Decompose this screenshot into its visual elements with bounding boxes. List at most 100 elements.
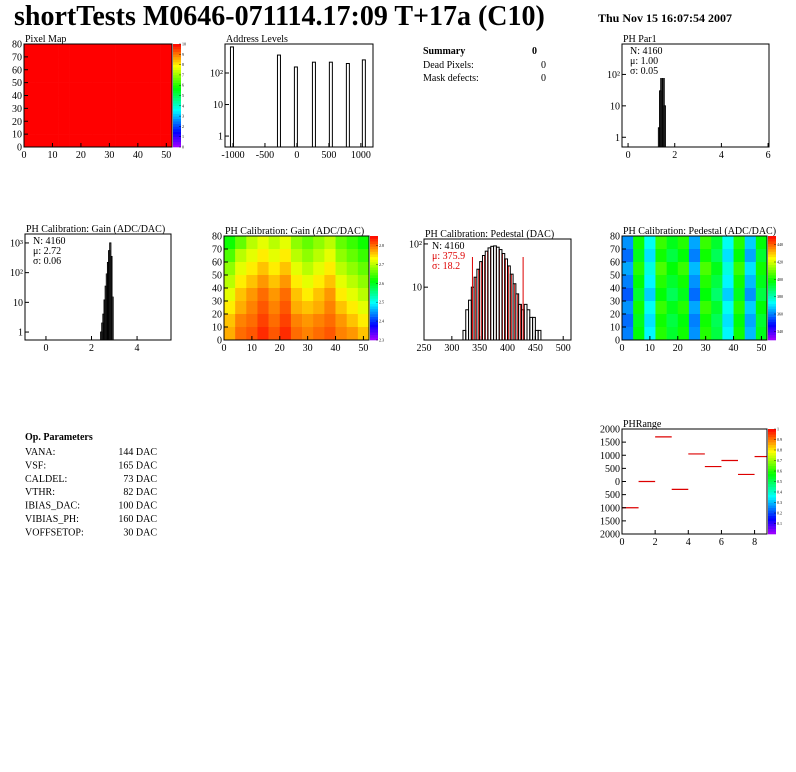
heat-cell <box>279 275 292 289</box>
heat-cell <box>335 262 347 276</box>
heat-cell <box>755 262 768 276</box>
heat-cell <box>357 275 370 289</box>
colorbar-step <box>768 241 776 245</box>
x-tick-label: 8 <box>752 537 757 548</box>
colorbar-step <box>173 103 181 107</box>
op-name: VIBIAS_PH: <box>25 514 79 525</box>
x-tick-label: 50 <box>358 343 368 354</box>
x-tick-label: 2 <box>653 537 658 548</box>
y-tick-label: 10 <box>610 101 620 112</box>
op-value: 165 DAC <box>118 460 157 471</box>
y-tick-label: 20 <box>12 117 22 128</box>
heat-cell <box>711 301 723 315</box>
heat-cell <box>115 69 127 83</box>
heat-cell <box>644 275 656 289</box>
z-tick-label: 2.6 <box>379 281 384 286</box>
x-tick-label: 0 <box>620 537 625 548</box>
z-tick-label: 2.5 <box>379 300 384 305</box>
heat-cell <box>622 249 634 263</box>
heat-cell <box>622 314 634 328</box>
heat-cell <box>235 314 247 328</box>
x-tick-label: 500 <box>321 150 336 161</box>
colorbar-step <box>768 293 776 297</box>
heat-cell <box>324 301 336 315</box>
colorbar-step <box>370 236 378 239</box>
colorbar-step <box>768 262 776 265</box>
heat-cell <box>35 44 48 58</box>
heat-cell <box>324 288 336 302</box>
heat-cell <box>700 249 712 263</box>
heat-cell <box>235 249 247 263</box>
colorbar-step <box>768 246 776 250</box>
heat-cell <box>346 262 359 276</box>
colorbar-step <box>370 314 378 317</box>
heat-cell <box>655 288 667 302</box>
z-tick-label: 420 <box>777 260 783 265</box>
heat-cell <box>92 121 104 135</box>
colorbar-step <box>768 465 776 469</box>
z-tick-label: 0.9 <box>777 437 782 442</box>
heat-cell <box>346 327 359 341</box>
page-title: shortTests M0646-071114.17:09 T+17a (C10… <box>14 1 545 32</box>
colorbar-step <box>370 301 378 304</box>
colorbar-step <box>768 308 776 312</box>
heat-cell <box>290 236 303 250</box>
y-tick-label: 10 <box>212 323 222 334</box>
heat-cell <box>160 82 173 96</box>
x-tick-label: 2 <box>89 343 94 354</box>
colorbar-step <box>370 238 378 242</box>
z-tick-label: 8 <box>182 62 184 67</box>
heat-cell <box>224 288 236 302</box>
heat-cell <box>257 236 269 250</box>
heat-cell <box>246 275 258 289</box>
heat-cell <box>235 262 247 276</box>
heat-cell <box>744 301 757 315</box>
x-tick-label: 10 <box>247 343 257 354</box>
heat-cell <box>688 314 701 328</box>
y-tick-label: 1000 <box>600 451 620 462</box>
colorbar-step <box>173 54 181 58</box>
heat-cell <box>115 56 127 71</box>
heat-cell <box>733 262 745 276</box>
colorbar-step <box>370 321 378 325</box>
heat-cell <box>755 236 768 250</box>
colorbar-step <box>768 494 776 498</box>
colorbar-step <box>173 134 181 137</box>
colorbar-step <box>370 311 378 315</box>
colorbar-step <box>768 439 776 443</box>
colorbar-step <box>768 468 776 472</box>
y-tick-label: 50 <box>212 271 222 282</box>
colorbar-step <box>173 139 181 143</box>
heat-cell <box>677 262 690 276</box>
heat-cell <box>290 327 303 341</box>
colorbar-step <box>768 492 776 495</box>
heat-cell <box>644 327 656 341</box>
heat-cell <box>92 82 104 96</box>
heat-cell <box>246 236 258 250</box>
heat-cell <box>722 314 734 328</box>
heat-cell <box>58 82 70 96</box>
heat-cell <box>633 249 645 263</box>
colorbar-step <box>768 238 776 242</box>
heat-cell <box>115 134 127 148</box>
heat-cell <box>126 69 139 83</box>
colorbar-step <box>173 113 181 117</box>
x-tick-label: 350 <box>472 343 487 354</box>
heat-cell <box>137 69 150 83</box>
heat-cell <box>711 275 723 289</box>
colorbar-step <box>173 121 181 125</box>
heat-cell <box>677 327 690 341</box>
z-tick-label: 0.2 <box>777 511 782 516</box>
heat-cell <box>633 327 645 341</box>
z-tick-label: 360 <box>777 312 783 317</box>
date: Thu Nov 15 16:07:54 2007 <box>598 11 732 25</box>
colorbar-step <box>173 77 181 81</box>
colorbar-step <box>370 290 378 294</box>
z-tick-label: 2.8 <box>379 243 384 248</box>
op-value: 144 DAC <box>118 447 157 458</box>
heat-cell <box>324 314 336 328</box>
heat-cell <box>69 108 82 122</box>
colorbar-step <box>173 85 181 89</box>
z-tick-label: 0.5 <box>777 479 782 484</box>
heat-cell <box>700 314 712 328</box>
